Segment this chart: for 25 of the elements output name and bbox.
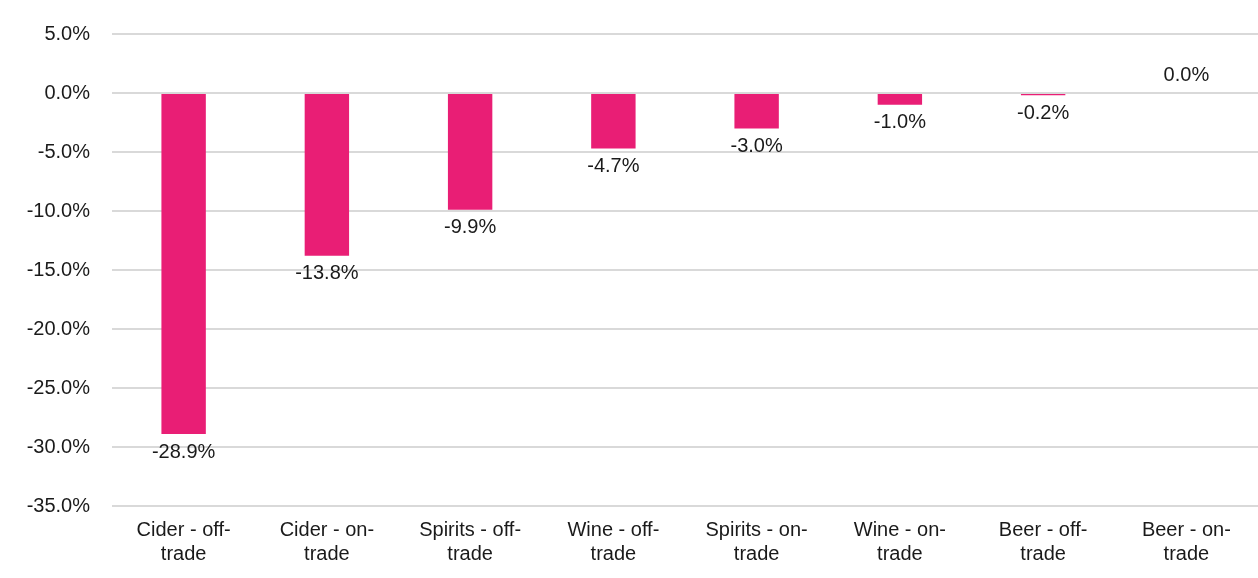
x-tick-label: Beer - on-trade: [1141, 517, 1231, 564]
y-tick-label: -30.0%: [26, 434, 91, 457]
data-label: -28.9%: [151, 439, 216, 462]
y-tick-label: -5.0%: [37, 139, 91, 162]
data-label: -4.7%: [587, 153, 640, 176]
y-tick-label: -15.0%: [26, 257, 91, 280]
x-tick-label: Beer - off-trade: [998, 517, 1088, 564]
x-tick-label: Spirits - off-trade: [419, 517, 522, 564]
x-tick-label: Cider - on-trade: [279, 517, 375, 564]
data-label: 0.0%: [1163, 62, 1210, 85]
data-label: -9.9%: [444, 215, 497, 238]
y-tick-label: -10.0%: [26, 198, 91, 221]
data-label: -3.0%: [730, 133, 783, 156]
x-tick-label: Spirits - on-trade: [705, 517, 808, 564]
data-label: -0.2%: [1017, 100, 1070, 123]
y-tick-label: -20.0%: [26, 316, 91, 339]
y-tick-label: -25.0%: [26, 375, 91, 398]
x-tick-label: Wine - on-trade: [853, 517, 946, 564]
y-tick-label: -35.0%: [26, 493, 91, 516]
y-tick-label: 5.0%: [44, 21, 91, 44]
data-label: -13.8%: [295, 261, 359, 284]
x-tick-label: Cider - off-trade: [136, 517, 231, 564]
data-label: -1.0%: [873, 110, 927, 133]
x-tick-label: Wine - off-trade: [567, 517, 660, 564]
y-tick-label: 0.0%: [44, 80, 91, 103]
